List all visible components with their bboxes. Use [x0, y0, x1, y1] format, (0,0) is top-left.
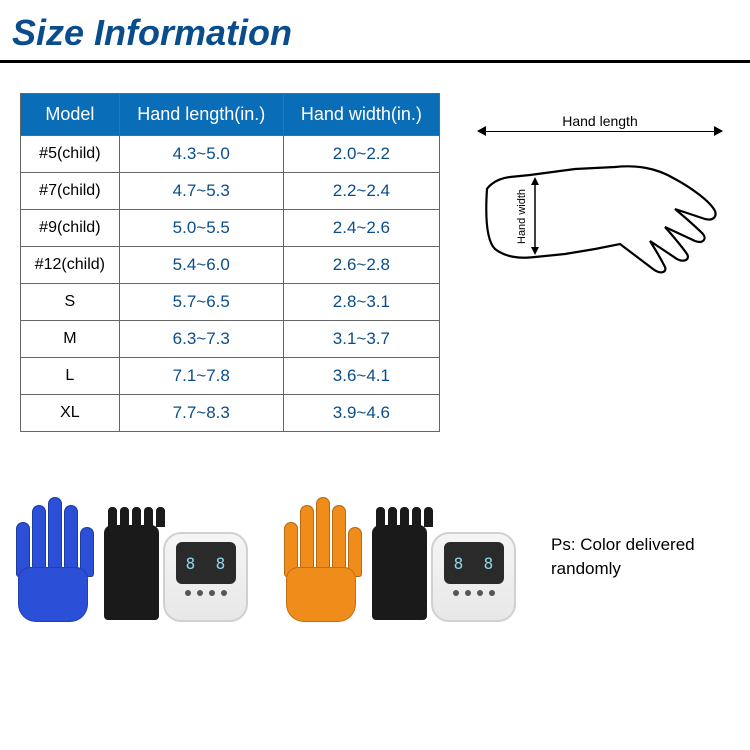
col-header-model: Model [21, 94, 120, 136]
wrist-glove-icon [104, 525, 159, 620]
table-row: XL7.7~8.33.9~4.6 [21, 395, 440, 432]
col-header-length: Hand length(in.) [119, 94, 283, 136]
table-cell: S [21, 284, 120, 321]
content-row: Model Hand length(in.) Hand width(in.) #… [0, 93, 750, 432]
products-row: 88 88 Ps: Color delivered randomly [0, 492, 750, 622]
col-header-width: Hand width(in.) [283, 94, 439, 136]
table-cell: 5.7~6.5 [119, 284, 283, 321]
table-row: L7.1~7.83.6~4.1 [21, 358, 440, 395]
hand-outline-icon: Hand width [475, 149, 725, 299]
table-cell: 2.0~2.2 [283, 136, 439, 173]
table-cell: 3.9~4.6 [283, 395, 439, 432]
color-note: Ps: Color delivered randomly [551, 533, 721, 581]
table-cell: #7(child) [21, 173, 120, 210]
table-cell: 2.4~2.6 [283, 210, 439, 247]
table-row: M6.3~7.33.1~3.7 [21, 321, 440, 358]
table-row: #9(child)5.0~5.52.4~2.6 [21, 210, 440, 247]
product-set: 88 [278, 492, 516, 622]
table-cell: 5.4~6.0 [119, 247, 283, 284]
table-cell: #9(child) [21, 210, 120, 247]
table-cell: L [21, 358, 120, 395]
page-title: Size Information [0, 0, 750, 60]
title-underline [0, 60, 750, 63]
table-cell: 7.1~7.8 [119, 358, 283, 395]
table-cell: 7.7~8.3 [119, 395, 283, 432]
table-row: #7(child)4.7~5.32.2~2.4 [21, 173, 440, 210]
controller-screen: 88 [176, 542, 236, 584]
hand-diagram: Hand length Hand width [470, 113, 730, 299]
table-cell: 3.6~4.1 [283, 358, 439, 395]
table-cell: 6.3~7.3 [119, 321, 283, 358]
table-cell: 2.8~3.1 [283, 284, 439, 321]
table-row: #12(child)5.4~6.02.6~2.8 [21, 247, 440, 284]
length-arrow-icon [478, 131, 722, 145]
table-row: S5.7~6.52.8~3.1 [21, 284, 440, 321]
robotic-glove-icon [278, 492, 368, 622]
controller-device-icon: 88 [431, 532, 516, 622]
size-table: Model Hand length(in.) Hand width(in.) #… [20, 93, 440, 432]
table-cell: 5.0~5.5 [119, 210, 283, 247]
table-cell: 2.2~2.4 [283, 173, 439, 210]
table-cell: #5(child) [21, 136, 120, 173]
table-cell: 3.1~3.7 [283, 321, 439, 358]
hand-length-label: Hand length [470, 113, 730, 129]
table-cell: 4.7~5.3 [119, 173, 283, 210]
table-cell: 4.3~5.0 [119, 136, 283, 173]
table-cell: XL [21, 395, 120, 432]
table-row: #5(child)4.3~5.02.0~2.2 [21, 136, 440, 173]
controller-device-icon: 88 [163, 532, 248, 622]
robotic-glove-icon [10, 492, 100, 622]
table-cell: M [21, 321, 120, 358]
wrist-glove-icon [372, 525, 427, 620]
table-cell: #12(child) [21, 247, 120, 284]
hand-width-label: Hand width [516, 189, 528, 244]
controller-screen: 88 [444, 542, 504, 584]
product-set: 88 [10, 492, 248, 622]
table-cell: 2.6~2.8 [283, 247, 439, 284]
